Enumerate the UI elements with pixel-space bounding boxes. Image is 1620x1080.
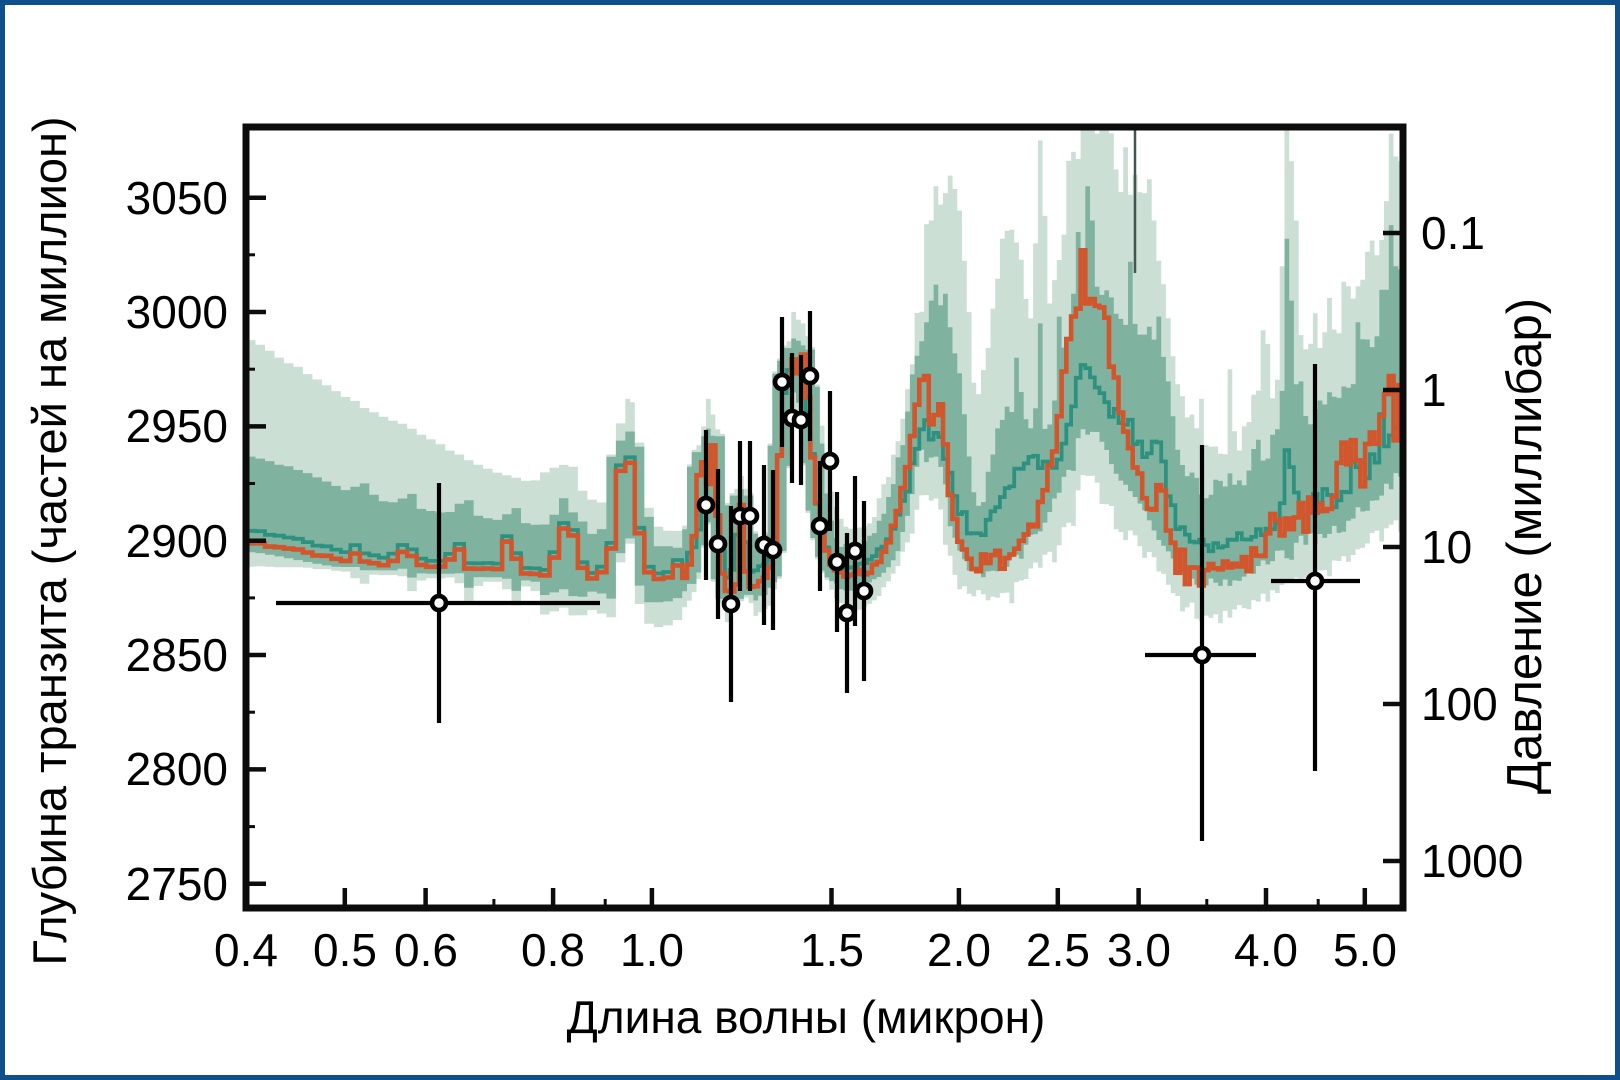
svg-text:0.1: 0.1 (1421, 207, 1485, 259)
svg-text:0.4: 0.4 (214, 924, 278, 976)
svg-text:Глубина транзита (частей на ми: Глубина транзита (частей на миллион) (23, 116, 76, 965)
svg-text:5.0: 5.0 (1333, 924, 1397, 976)
svg-text:1: 1 (1421, 364, 1447, 416)
svg-text:2.0: 2.0 (927, 924, 991, 976)
svg-text:1.0: 1.0 (620, 924, 684, 976)
svg-text:0.5: 0.5 (313, 924, 377, 976)
svg-text:100: 100 (1421, 678, 1498, 730)
svg-text:Длина волны (микрон): Длина волны (микрон) (567, 991, 1046, 1043)
svg-text:2750: 2750 (126, 858, 228, 910)
svg-text:2850: 2850 (126, 629, 228, 681)
svg-text:10: 10 (1421, 521, 1472, 573)
svg-text:1.5: 1.5 (800, 924, 864, 976)
svg-text:2950: 2950 (126, 400, 228, 452)
svg-text:2800: 2800 (126, 743, 228, 795)
svg-text:2900: 2900 (126, 515, 228, 567)
svg-text:Давление (миллибар): Давление (миллибар) (1498, 298, 1552, 794)
svg-text:3.0: 3.0 (1107, 924, 1171, 976)
svg-text:3000: 3000 (126, 286, 228, 338)
svg-text:3050: 3050 (126, 172, 228, 224)
svg-text:1000: 1000 (1421, 835, 1523, 887)
svg-text:2.5: 2.5 (1026, 924, 1090, 976)
svg-text:0.8: 0.8 (521, 924, 585, 976)
svg-text:0.6: 0.6 (394, 924, 458, 976)
svg-text:4.0: 4.0 (1234, 924, 1298, 976)
